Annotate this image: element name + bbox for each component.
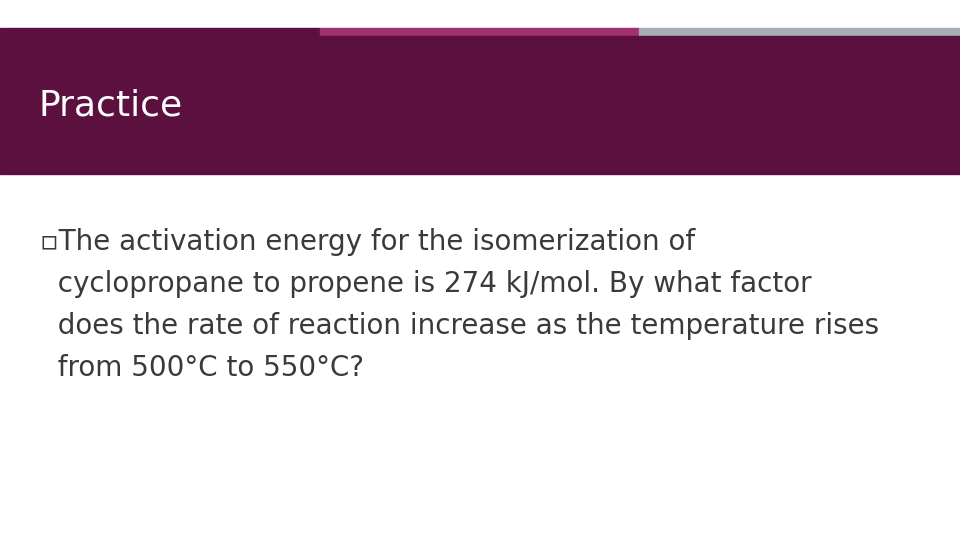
Bar bbox=[0, 28, 320, 36]
Text: Practice: Practice bbox=[38, 88, 182, 122]
Text: from 500°C to 550°C?: from 500°C to 550°C? bbox=[40, 354, 364, 382]
Bar bbox=[639, 28, 960, 36]
Bar bbox=[320, 28, 639, 36]
Bar bbox=[0, 36, 960, 174]
Text: cyclopropane to propene is 274 kJ/mol. By what factor: cyclopropane to propene is 274 kJ/mol. B… bbox=[40, 270, 811, 298]
Text: does the rate of reaction increase as the temperature rises: does the rate of reaction increase as th… bbox=[40, 312, 879, 340]
Text: ▫The activation energy for the isomerization of: ▫The activation energy for the isomeriza… bbox=[40, 228, 695, 256]
